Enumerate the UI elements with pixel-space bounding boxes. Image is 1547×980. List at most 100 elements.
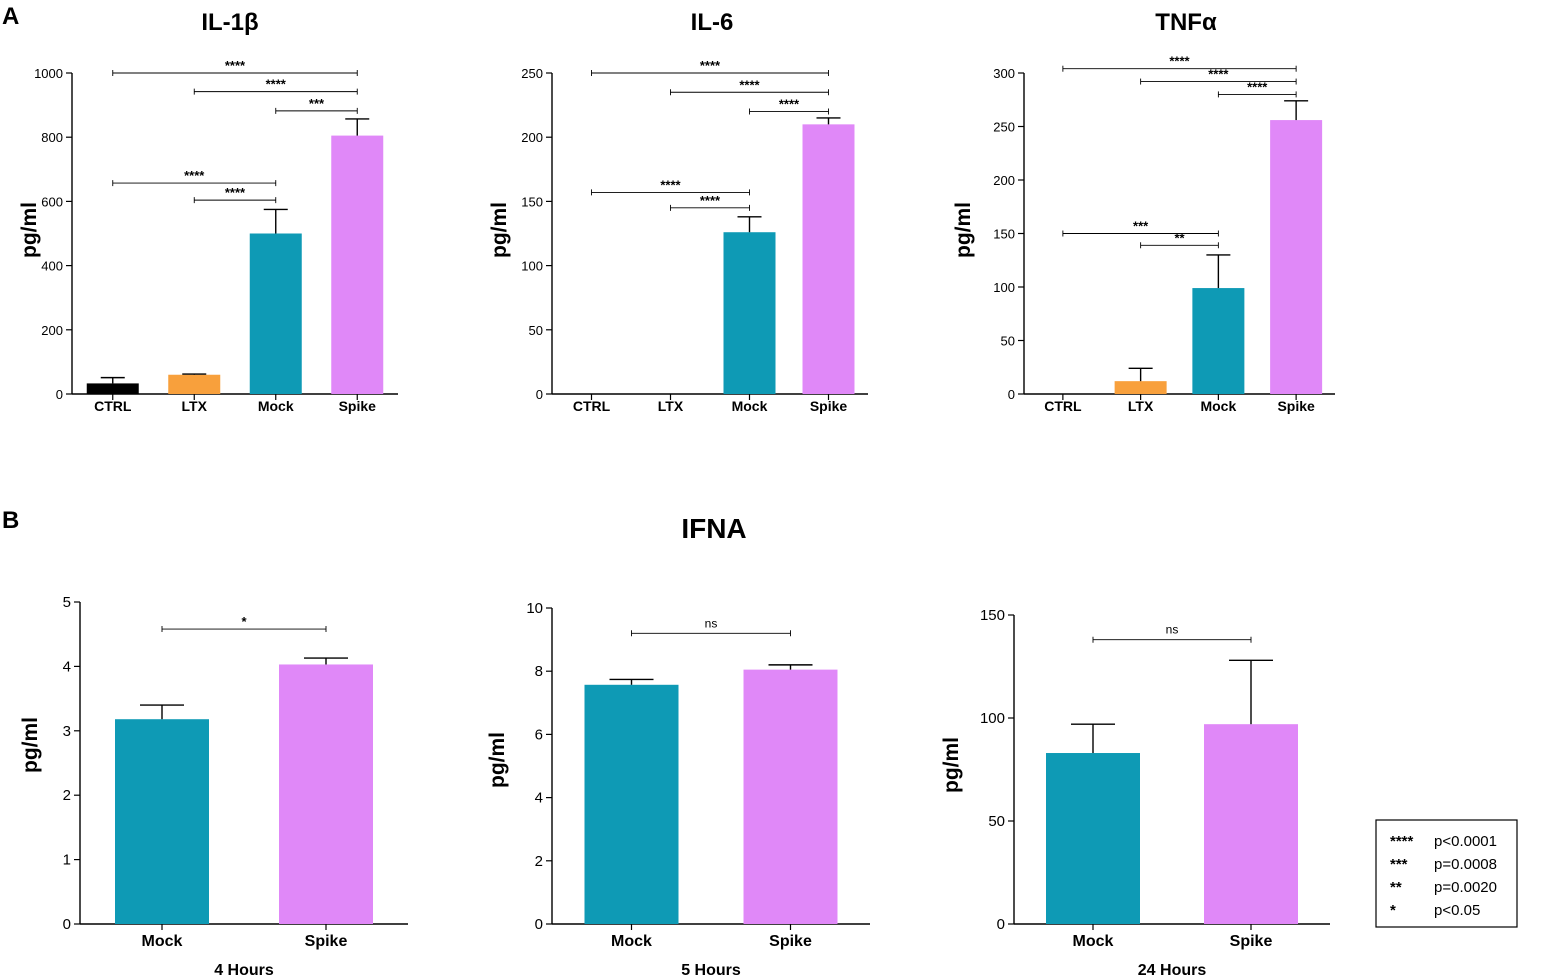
significance-label: **: [1174, 230, 1185, 245]
y-tick-label: 10: [526, 600, 543, 617]
chart-ifna-5h: pg/ml 0 2 4 6 8 10 Mock Spike 5 Hours ns: [486, 600, 870, 979]
y-tick-label: 0: [1008, 387, 1015, 402]
y-tick-label: 100: [521, 259, 543, 274]
significance-label: ***: [1133, 219, 1149, 234]
y-axis-label: pg/ml: [940, 737, 963, 793]
category-label: CTRL: [1044, 398, 1082, 414]
bar-spike: [743, 669, 838, 924]
significance-label: *: [241, 614, 247, 629]
y-axis-label: pg/ml: [952, 202, 975, 258]
y-tick-label: 4: [535, 790, 543, 807]
y-tick-label: 50: [1001, 334, 1015, 349]
y-tick-label: 50: [529, 323, 543, 338]
y-tick-label: 200: [41, 323, 63, 338]
legend-symbol: **: [1390, 879, 1402, 896]
x-axis-label: 4 Hours: [214, 962, 274, 979]
legend-text: p=0.0008: [1434, 856, 1497, 873]
y-tick-label: 150: [521, 194, 543, 209]
y-tick-label: 5: [63, 594, 71, 611]
legend-box: [1375, 819, 1518, 928]
chart-tnfa: TNFα pg/ml 0 50 100 150 200 250 300 CTRL LTX Mock Sp…: [952, 9, 1335, 414]
category-label: CTRL: [573, 398, 611, 414]
bar-ctrl: [86, 383, 139, 394]
y-tick-label: 100: [993, 280, 1015, 295]
category-label: Mock: [732, 398, 768, 414]
y-tick-label: 150: [980, 607, 1005, 624]
chart-title: IL-6: [691, 9, 734, 36]
significance-legend: **** p<0.0001 *** p=0.0008 ** p=0.0020 *…: [1375, 819, 1518, 928]
bar-mock: [1192, 288, 1245, 394]
category-label: Mock: [258, 398, 294, 414]
bar-mock: [584, 684, 679, 924]
y-axis-label: pg/ml: [18, 202, 41, 258]
panel-label-b: B: [2, 507, 19, 534]
bar-mock: [115, 719, 209, 924]
significance-label: ****: [660, 177, 681, 192]
significance-label: ****: [266, 77, 287, 92]
significance-label: ns: [1166, 623, 1179, 637]
bar-mock: [723, 232, 776, 394]
category-label: Mock: [611, 933, 652, 950]
legend-symbol: ***: [1390, 856, 1408, 873]
y-tick-label: 300: [993, 66, 1015, 81]
y-tick-label: 800: [41, 130, 63, 145]
category-label: LTX: [658, 398, 684, 414]
y-tick-label: 0: [997, 916, 1005, 933]
chart-title: IL-1β: [201, 9, 258, 36]
y-tick-label: 4: [63, 658, 71, 675]
category-label: Spike: [339, 398, 377, 414]
significance-label: ****: [739, 77, 760, 92]
y-tick-label: 1: [63, 852, 71, 869]
legend-text: p=0.0020: [1434, 879, 1497, 896]
significance-label: ****: [184, 168, 205, 183]
category-label: CTRL: [94, 398, 132, 414]
bar-mock: [249, 233, 302, 394]
category-label: Spike: [305, 933, 348, 950]
significance-label: ***: [309, 96, 325, 111]
y-tick-label: 600: [41, 194, 63, 209]
bar-spike: [802, 124, 855, 395]
significance-label: ****: [700, 193, 721, 208]
y-tick-label: 6: [535, 726, 543, 743]
y-tick-label: 2: [63, 787, 71, 804]
bar-spike: [279, 664, 373, 924]
y-tick-label: 3: [63, 723, 71, 740]
y-tick-label: 1000: [34, 66, 63, 81]
x-axis-label: 24 Hours: [1138, 962, 1207, 979]
bar-mock: [1046, 753, 1140, 924]
y-tick-label: 250: [521, 66, 543, 81]
legend-symbol: *: [1390, 902, 1396, 919]
category-label: Spike: [769, 933, 812, 950]
y-tick-label: 0: [56, 387, 63, 402]
y-axis-label: pg/ml: [488, 202, 511, 258]
bar-spike: [1204, 724, 1298, 924]
bar-spike: [1270, 120, 1323, 394]
legend-text: p<0.05: [1434, 902, 1480, 919]
category-label: Mock: [1200, 398, 1236, 414]
category-label: LTX: [182, 398, 208, 414]
chart-il6: IL-6 pg/ml 0 50 100 150 200 250 CTRL LTX Mock Spike…: [488, 9, 868, 414]
significance-label: ****: [1247, 79, 1268, 94]
category-label: Mock: [1073, 933, 1114, 950]
y-tick-label: 8: [535, 663, 543, 680]
y-tick-label: 200: [521, 130, 543, 145]
category-label: Spike: [1230, 933, 1273, 950]
category-label: Spike: [1277, 398, 1315, 414]
significance-label: ****: [225, 58, 246, 73]
y-tick-label: 50: [988, 813, 1005, 830]
y-tick-label: 100: [980, 710, 1005, 727]
bar-ltx: [1114, 381, 1167, 394]
significance-label: ****: [1208, 67, 1229, 82]
category-label: Mock: [142, 933, 183, 950]
legend-text: p<0.0001: [1434, 833, 1497, 850]
y-axis-label: pg/ml: [19, 717, 42, 773]
bar-spike: [331, 135, 384, 394]
significance-label: ****: [225, 185, 246, 200]
panel-label-a: A: [2, 3, 19, 30]
chart-ifna-24h: pg/ml 0 50 100 150 Mock Spike 24 Hours ns: [940, 607, 1330, 979]
y-tick-label: 250: [993, 120, 1015, 135]
y-axis-label: pg/ml: [486, 732, 509, 788]
chart-title: TNFα: [1155, 9, 1217, 36]
y-tick-label: 150: [993, 227, 1015, 242]
